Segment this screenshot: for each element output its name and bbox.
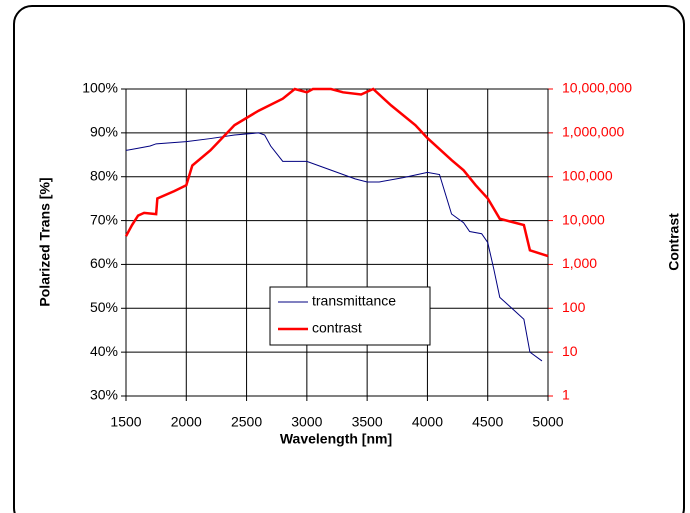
x-tick-label: 3000 — [291, 414, 322, 430]
y2-tick-label: 1 — [562, 387, 570, 403]
y-tick-label: 100% — [82, 80, 118, 96]
x-tick-label: 4000 — [412, 414, 443, 430]
legend-label: transmittance — [312, 293, 396, 309]
legend-label: contrast — [312, 320, 362, 336]
series-line — [124, 87, 549, 258]
y2-tick-label: 10,000 — [562, 211, 605, 227]
y2-tick-label: 1,000 — [562, 255, 597, 271]
x-tick-label: 4500 — [472, 414, 503, 430]
y-tick-label: 60% — [90, 255, 118, 271]
y-tick-label: 50% — [90, 299, 118, 315]
plot-border — [125, 88, 549, 397]
y-tick-label: 30% — [90, 387, 118, 403]
y2-tick-label: 10,000,000 — [562, 80, 632, 96]
y-tick-label: 90% — [90, 124, 118, 140]
x-tick-label: 2000 — [171, 414, 202, 430]
y-tick-label: 80% — [90, 167, 118, 183]
y2-tick-label: 100,000 — [562, 167, 613, 183]
x-tick-label: 2500 — [231, 414, 262, 430]
x-tick-label: 5000 — [532, 414, 563, 430]
y2-tick-label: 100 — [562, 299, 586, 315]
plot-area — [126, 89, 548, 396]
x-axis-title: Wavelength [nm] — [280, 431, 392, 447]
x-tick-label: 1500 — [110, 414, 141, 430]
series-line — [125, 132, 543, 362]
y-tick-label: 70% — [90, 211, 118, 227]
y2-tick-label: 1,000,000 — [562, 124, 624, 140]
y2-tick-label: 10 — [562, 343, 578, 359]
x-tick-label: 3500 — [352, 414, 383, 430]
y-axis-title: Polarized Trans [%] — [37, 177, 53, 306]
y-tick-label: 40% — [90, 343, 118, 359]
y2-axis-title: Contrast — [666, 213, 682, 271]
legend — [269, 286, 431, 346]
